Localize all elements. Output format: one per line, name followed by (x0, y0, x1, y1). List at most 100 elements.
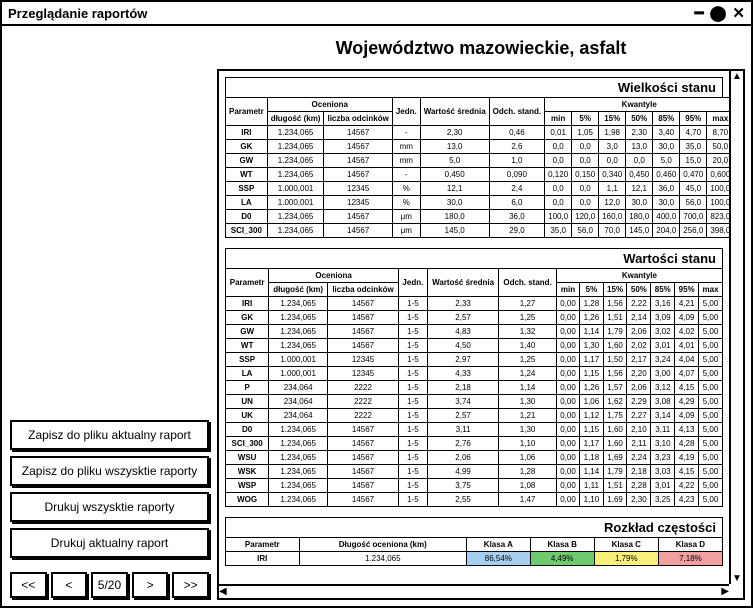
cell: 56,0 (680, 196, 707, 210)
cell: 1,08 (499, 479, 556, 493)
maximize-icon[interactable]: ⬤ (710, 4, 727, 22)
cell: 5,00 (699, 493, 723, 507)
cell: 1-5 (398, 311, 427, 325)
cell: 3,09 (651, 311, 675, 325)
cell: 4,23 (675, 493, 699, 507)
print-all-button[interactable]: Drukuj wszysktie raporty (10, 492, 209, 522)
cell: 12345 (328, 367, 399, 381)
print-current-button[interactable]: Drukuj aktualny raport (10, 528, 209, 558)
cell: 14567 (328, 437, 399, 451)
cell: 1,51 (603, 311, 627, 325)
save-current-button[interactable]: Zapisz do pliku aktualny raport (10, 420, 209, 450)
table-rozklad: Parametr Długość oceniona (km) Klasa A K… (225, 537, 723, 566)
cell: 1-5 (398, 297, 427, 311)
cell: 0,0 (572, 196, 599, 210)
cell: 1.234,065 (269, 465, 328, 479)
cell: 4,13 (675, 423, 699, 437)
cell: 5,00 (699, 381, 723, 395)
cell: 100,0 (707, 196, 729, 210)
cell: 1-5 (398, 367, 427, 381)
cell: 1-5 (398, 423, 427, 437)
cell: 14567 (324, 140, 392, 154)
cell: 13,0 (420, 140, 489, 154)
cell: 5,00 (699, 451, 723, 465)
cell: 1-5 (398, 451, 427, 465)
cell: 3,12 (651, 381, 675, 395)
cell: 5,00 (699, 311, 723, 325)
cell: 3,25 (651, 493, 675, 507)
cell: 2,22 (627, 297, 651, 311)
cell: 2,06 (627, 381, 651, 395)
cell: 4,22 (675, 479, 699, 493)
table-wielkosci: Parametr Oceniona Jedn. Wartość średnia … (225, 97, 729, 238)
th-klasa-b: Klasa B (530, 538, 594, 552)
cell: 4,15 (675, 465, 699, 479)
cell: 2,18 (427, 381, 498, 395)
cell: 2,57 (427, 311, 498, 325)
cell: 0,0 (545, 182, 572, 196)
table-row: SSP1.000,001123451-52,971,250,001,171,50… (226, 353, 723, 367)
scroll-right-icon[interactable]: ▶ (721, 586, 729, 598)
cell: % (392, 196, 420, 210)
cell: 1.234,065 (267, 154, 324, 168)
first-page-button[interactable]: << (10, 572, 47, 598)
cell: 2,30 (627, 493, 651, 507)
th-p85: 85% (653, 112, 680, 126)
th-max: max (707, 112, 729, 126)
cell: 0,470 (680, 168, 707, 182)
horizontal-scrollbar[interactable]: ◀ ▶ (219, 584, 729, 598)
table-row: GW1.234,065145671-54,831,320,001,141,792… (226, 325, 723, 339)
cell: 145,0 (420, 224, 489, 238)
cell: mm (392, 140, 420, 154)
scroll-up-icon[interactable]: ▲ (731, 71, 743, 82)
cell: 1,60 (603, 423, 627, 437)
vertical-scrollbar[interactable]: ▲ ▼ (729, 71, 743, 584)
row-param: WT (226, 339, 269, 353)
cell: 30,0 (420, 196, 489, 210)
cell: 2,28 (627, 479, 651, 493)
cell: 0,150 (572, 168, 599, 182)
th-freq-dlugosc: Długość oceniona (km) (299, 538, 467, 552)
cell: 1-5 (398, 325, 427, 339)
cell: 1,25 (499, 353, 556, 367)
cell: 1,06 (580, 395, 603, 409)
row-param: SSP (226, 182, 268, 196)
cell: 0,120 (545, 168, 572, 182)
cell: 2,10 (627, 423, 651, 437)
cell: 234,064 (269, 381, 328, 395)
last-page-button[interactable]: >> (172, 572, 209, 598)
cell: 1-5 (398, 381, 427, 395)
cell: 15,0 (680, 154, 707, 168)
scroll-left-icon[interactable]: ◀ (219, 586, 227, 598)
cell: 5,00 (699, 437, 723, 451)
cell: 1-5 (398, 409, 427, 423)
cell: 2,11 (627, 437, 651, 451)
save-all-button[interactable]: Zapisz do pliku wszysktie raporty (10, 456, 209, 486)
cell: 20,0 (707, 154, 729, 168)
minimize-icon[interactable]: ━ (695, 4, 704, 22)
cell: 0,01 (545, 126, 572, 140)
cell: 1.234,065 (269, 325, 328, 339)
cell: 4,21 (675, 297, 699, 311)
close-icon[interactable]: ✕ (732, 4, 745, 22)
prev-page-button[interactable]: < (51, 572, 88, 598)
cell: 1,06 (499, 451, 556, 465)
cell: 1,62 (603, 395, 627, 409)
cell: 1,56 (603, 367, 627, 381)
cell: 2,17 (627, 353, 651, 367)
cell: 1-5 (398, 437, 427, 451)
cell: 2,27 (627, 409, 651, 423)
cell: 5,00 (699, 325, 723, 339)
cell: 1,17 (580, 353, 603, 367)
cell: 12,1 (420, 182, 489, 196)
cell: 1,12 (580, 409, 603, 423)
cell: - (392, 126, 420, 140)
next-page-button[interactable]: > (132, 572, 169, 598)
scroll-down-icon[interactable]: ▼ (731, 573, 743, 584)
row-param: LA (226, 196, 268, 210)
cell: 2,02 (627, 339, 651, 353)
cell: 1,10 (580, 493, 603, 507)
cell: 5,00 (699, 409, 723, 423)
cell: 1,79 (603, 465, 627, 479)
cell: 2,06 (427, 451, 498, 465)
